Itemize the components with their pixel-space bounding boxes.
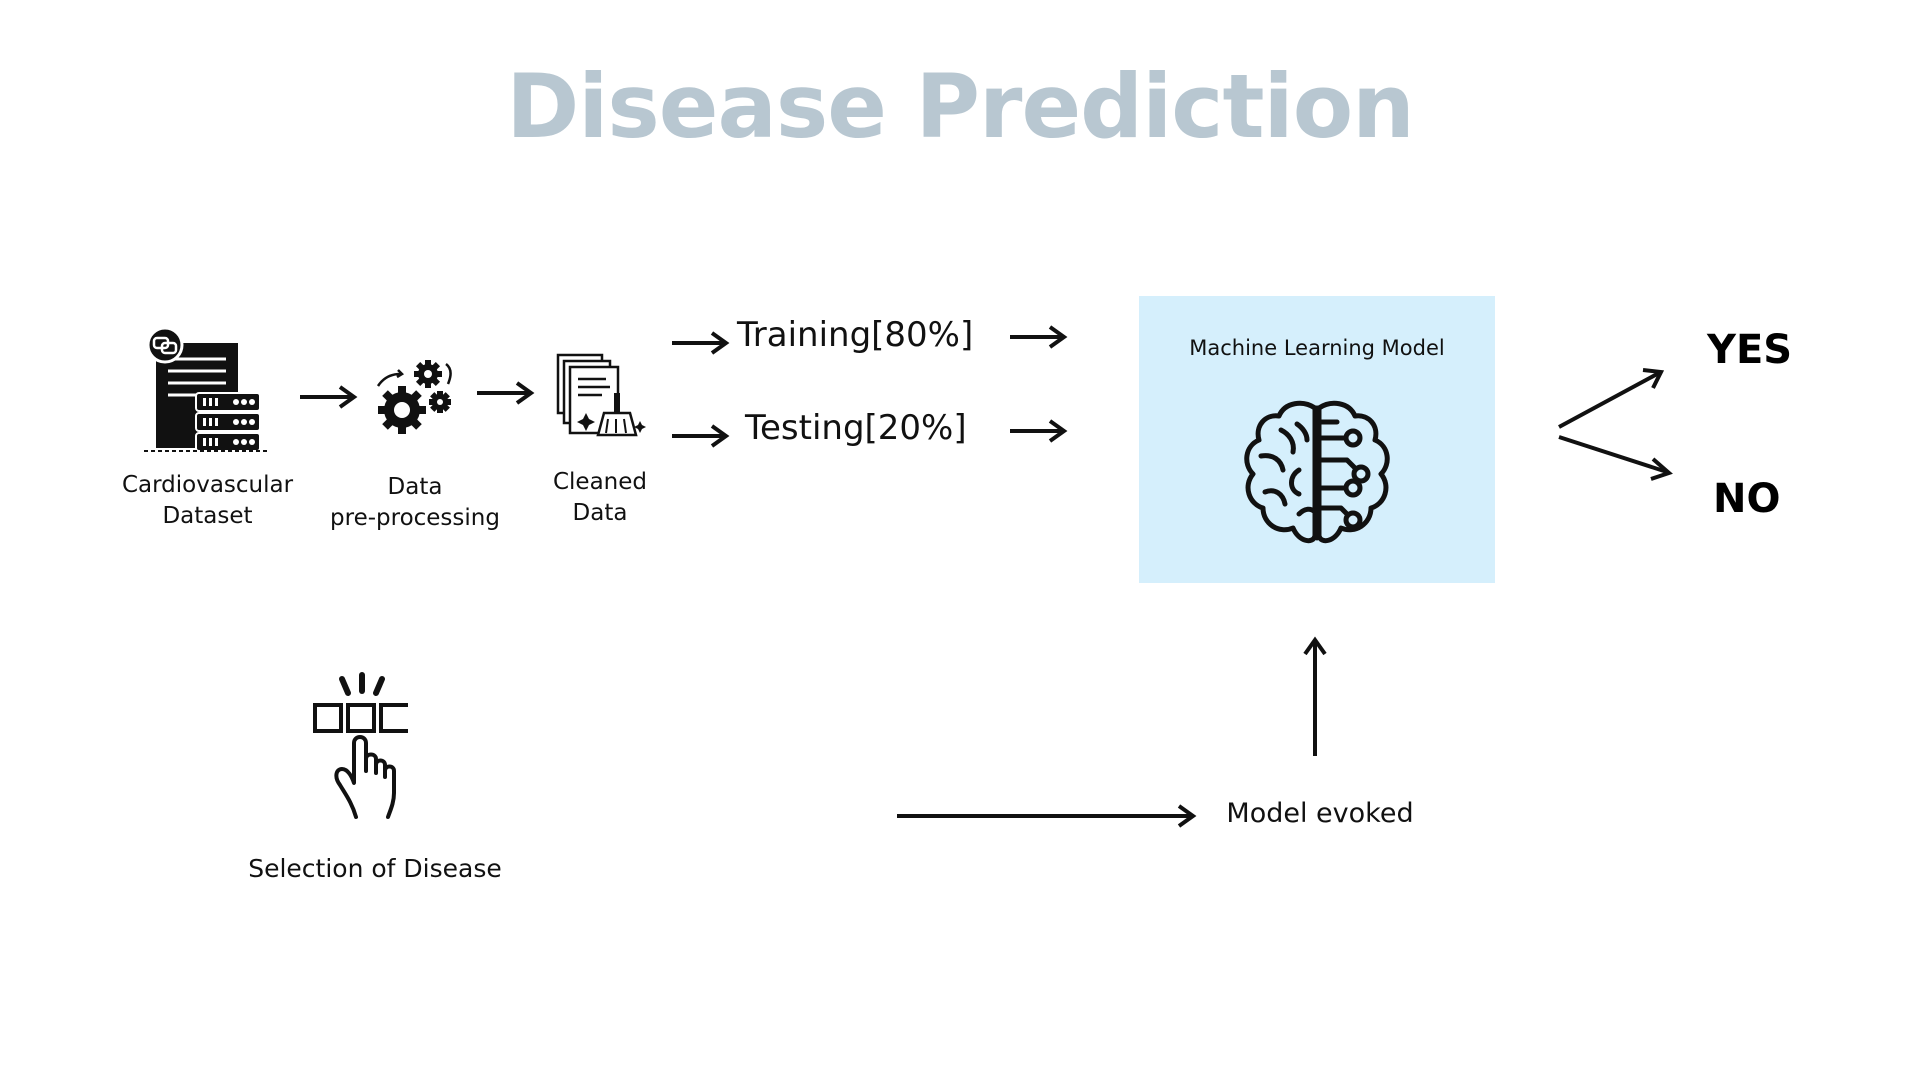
database-server-icon bbox=[144, 326, 268, 452]
preprocessing-label-line1: Data bbox=[387, 474, 443, 500]
preprocessing-label-line2: pre-processing bbox=[330, 505, 500, 531]
ml-model-label: Machine Learning Model bbox=[1189, 336, 1445, 360]
page-title: Disease Prediction bbox=[506, 55, 1415, 158]
output-yes: YES bbox=[1707, 327, 1793, 373]
dataset-label-line2: Dataset bbox=[162, 503, 253, 529]
arrow-dataset-to-preprocessing bbox=[300, 385, 358, 409]
arrow-to-testing bbox=[672, 424, 730, 448]
dataset-label: Cardiovascular Dataset bbox=[115, 470, 300, 532]
dataset-label-line1: Cardiovascular bbox=[121, 472, 294, 498]
testing-label: Testing[20%] bbox=[745, 408, 967, 448]
output-no: NO bbox=[1713, 476, 1781, 522]
brain-circuit-icon bbox=[1244, 400, 1390, 544]
arrow-evoked-to-model bbox=[1303, 636, 1327, 756]
arrow-preprocessing-to-cleaned bbox=[477, 381, 535, 405]
arrow-to-training bbox=[672, 331, 730, 355]
training-label: Training[80%] bbox=[737, 315, 974, 355]
cleaned-documents-icon bbox=[556, 353, 646, 437]
arrows-model-to-outputs bbox=[1558, 368, 1673, 481]
gears-icon bbox=[376, 360, 452, 434]
selection-label: Selection of Disease bbox=[248, 854, 502, 883]
hand-select-icon bbox=[313, 672, 408, 819]
cleaned-label-line2: Data bbox=[572, 500, 628, 526]
cleaned-label-line1: Cleaned bbox=[552, 469, 648, 495]
cleaned-label: Cleaned Data bbox=[530, 467, 670, 529]
preprocessing-label: Data pre-processing bbox=[325, 472, 505, 534]
arrow-training-to-model bbox=[1010, 325, 1068, 349]
model-evoked-label: Model evoked bbox=[1226, 798, 1414, 829]
ml-model-box: Machine Learning Model bbox=[1139, 296, 1495, 583]
arrow-testing-to-model bbox=[1010, 419, 1068, 443]
arrow-selection-to-evoked bbox=[897, 804, 1197, 828]
